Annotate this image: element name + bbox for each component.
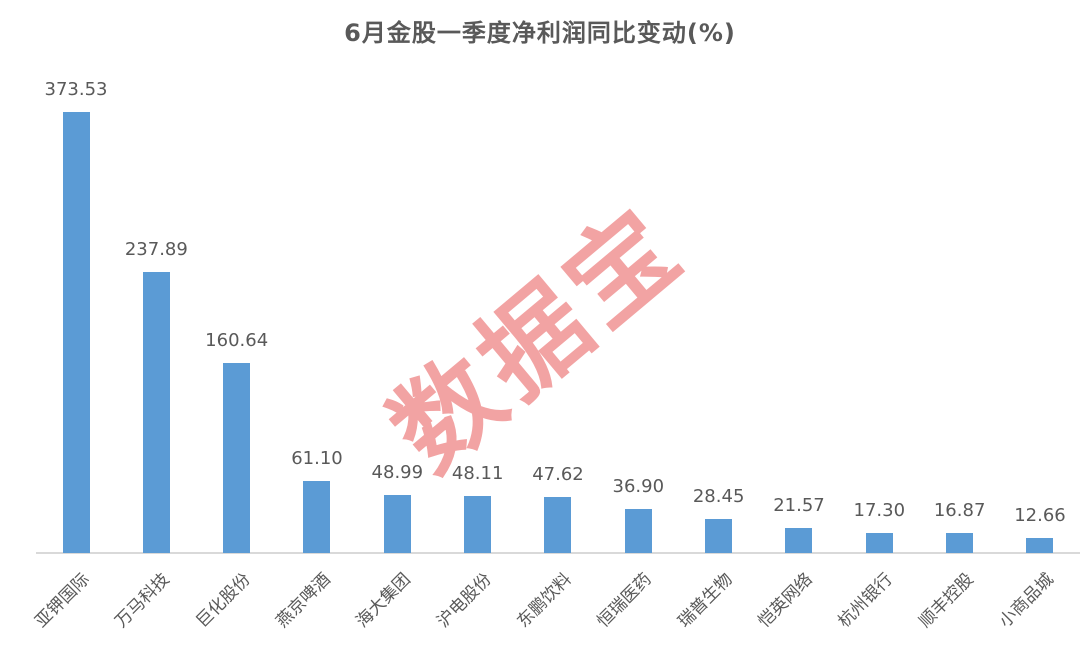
category-label: 巨化股份 [192, 569, 255, 632]
category-label: 小商品城 [995, 569, 1058, 632]
bar-value-label: 373.53 [44, 79, 108, 100]
bar-value-label: 12.66 [1014, 505, 1066, 526]
category-label: 沪电股份 [433, 569, 496, 632]
bar-value-label: 28.45 [692, 486, 745, 507]
chart-title: 6月金股一季度净利润同比变动(%) [344, 19, 736, 47]
category-label: 杭州银行 [834, 569, 897, 632]
bar-value-label: 17.30 [853, 500, 906, 521]
bar [63, 112, 90, 553]
category-label: 东鹏饮料 [513, 569, 576, 632]
category-label: 海大集团 [352, 569, 416, 632]
category-label: 恒瑞医药 [593, 569, 656, 632]
bar [464, 496, 491, 553]
bar [625, 509, 652, 553]
bar [866, 533, 893, 553]
bar [705, 519, 732, 553]
bar-value-label: 48.99 [371, 462, 424, 483]
bar-value-label: 36.90 [612, 476, 665, 497]
bar [544, 497, 571, 553]
bar-value-label: 47.62 [532, 464, 584, 485]
bar [946, 533, 973, 553]
bar [303, 481, 330, 553]
bar-value-label: 16.87 [933, 500, 986, 521]
category-label: 恺英网络 [754, 569, 817, 632]
bar [143, 272, 170, 553]
category-label: 顺丰控股 [915, 569, 978, 632]
category-label: 燕京啤酒 [272, 569, 335, 632]
bar [785, 528, 812, 553]
x-axis-line [36, 552, 1080, 554]
category-label: 万马科技 [111, 569, 175, 632]
bar [1026, 538, 1053, 553]
category-label: 瑞普生物 [674, 569, 737, 632]
bar-value-label: 21.57 [773, 495, 825, 516]
bar [384, 495, 411, 553]
bar-value-label: 61.10 [291, 448, 343, 469]
bar-value-label: 160.64 [205, 330, 269, 351]
bar-value-label: 48.11 [451, 463, 504, 484]
category-label: 亚钾国际 [31, 569, 94, 632]
bar [223, 363, 250, 553]
bar-value-label: 237.89 [124, 239, 188, 260]
